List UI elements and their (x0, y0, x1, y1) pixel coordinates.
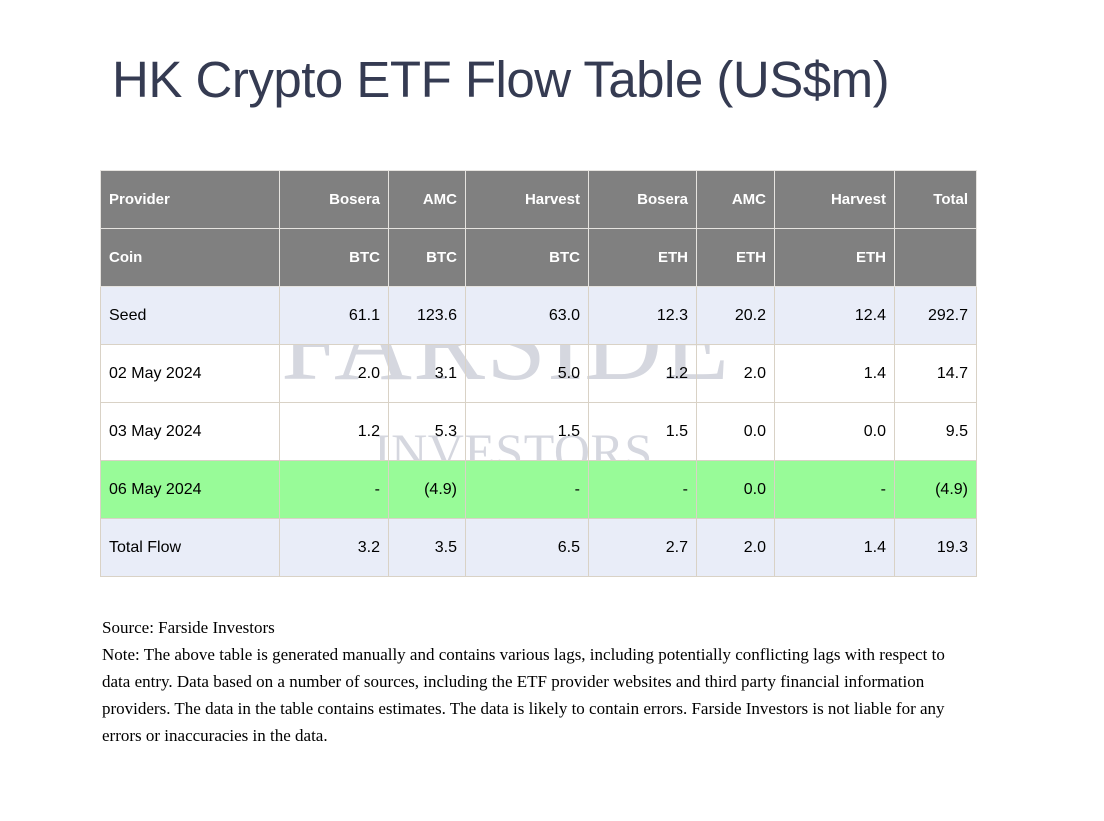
table-cell: 2.7 (588, 518, 697, 577)
column-header-provider: Provider (100, 170, 280, 229)
table-cell: 1.5 (588, 402, 697, 461)
coin-cell: ETH (588, 228, 697, 287)
table-cell: 1.5 (465, 402, 589, 461)
column-header-bosera-btc: Bosera (279, 170, 389, 229)
table-row-total-flow: Total Flow 3.2 3.5 6.5 2.7 2.0 1.4 19.3 (100, 518, 977, 577)
footer-notes: Source: Farside Investors Note: The abov… (102, 614, 974, 749)
table-cell: 1.4 (774, 344, 895, 403)
table-cell: 12.4 (774, 286, 895, 345)
column-header-amc-btc: AMC (388, 170, 466, 229)
table-cell: 0.0 (696, 460, 775, 519)
coin-cell: ETH (696, 228, 775, 287)
row-label: 06 May 2024 (100, 460, 280, 519)
table-cell: 5.0 (465, 344, 589, 403)
column-header-amc-eth: AMC (696, 170, 775, 229)
table-cell: 6.5 (465, 518, 589, 577)
table-row-02-may: 02 May 2024 2.0 3.1 5.0 1.2 2.0 1.4 14.7 (100, 344, 977, 403)
row-label: 03 May 2024 (100, 402, 280, 461)
table-cell: 2.0 (279, 344, 389, 403)
table-cell: 3.1 (388, 344, 466, 403)
table-cell: 0.0 (774, 402, 895, 461)
column-header-harvest-btc: Harvest (465, 170, 589, 229)
row-label: Seed (100, 286, 280, 345)
table-cell: 0.0 (696, 402, 775, 461)
coin-cell: ETH (774, 228, 895, 287)
table-cell: 12.3 (588, 286, 697, 345)
table-row-seed: Seed 61.1 123.6 63.0 12.3 20.2 12.4 292.… (100, 286, 977, 345)
table-cell: - (588, 460, 697, 519)
table-cell: 292.7 (894, 286, 977, 345)
table-cell: - (465, 460, 589, 519)
coin-cell: BTC (388, 228, 466, 287)
table-cell: 1.2 (588, 344, 697, 403)
column-header-bosera-eth: Bosera (588, 170, 697, 229)
etf-flow-table: Provider Bosera AMC Harvest Bosera AMC H… (100, 170, 977, 577)
table-cell: 63.0 (465, 286, 589, 345)
table-cell-negative: (4.9) (388, 460, 466, 519)
header-row-coin: Coin BTC BTC BTC ETH ETH ETH (100, 228, 977, 287)
table-cell: 2.0 (696, 518, 775, 577)
table-cell: 61.1 (279, 286, 389, 345)
table-cell: - (774, 460, 895, 519)
table-cell: 1.2 (279, 402, 389, 461)
source-text: Source: Farside Investors (102, 618, 275, 637)
note-text: Note: The above table is generated manua… (102, 645, 945, 745)
column-header-coin: Coin (100, 228, 280, 287)
table-cell: 9.5 (894, 402, 977, 461)
column-header-total: Total (894, 170, 977, 229)
table-cell: 20.2 (696, 286, 775, 345)
table-cell: 19.3 (894, 518, 977, 577)
row-label: Total Flow (100, 518, 280, 577)
coin-cell: BTC (279, 228, 389, 287)
table-row-06-may-highlighted: 06 May 2024 - (4.9) - - 0.0 - (4.9) (100, 460, 977, 519)
page-title: HK Crypto ETF Flow Table (US$m) (112, 51, 890, 108)
table-row-03-may: 03 May 2024 1.2 5.3 1.5 1.5 0.0 0.0 9.5 (100, 402, 977, 461)
table-cell: 3.5 (388, 518, 466, 577)
table-cell-negative: (4.9) (894, 460, 977, 519)
column-header-harvest-eth: Harvest (774, 170, 895, 229)
table-cell: 5.3 (388, 402, 466, 461)
table-cell: 3.2 (279, 518, 389, 577)
coin-cell: BTC (465, 228, 589, 287)
table-cell: 14.7 (894, 344, 977, 403)
coin-cell-empty (894, 228, 977, 287)
row-label: 02 May 2024 (100, 344, 280, 403)
table-cell: 2.0 (696, 344, 775, 403)
table-cell: - (279, 460, 389, 519)
header-row-provider: Provider Bosera AMC Harvest Bosera AMC H… (100, 170, 977, 229)
table-cell: 123.6 (388, 286, 466, 345)
table-cell: 1.4 (774, 518, 895, 577)
